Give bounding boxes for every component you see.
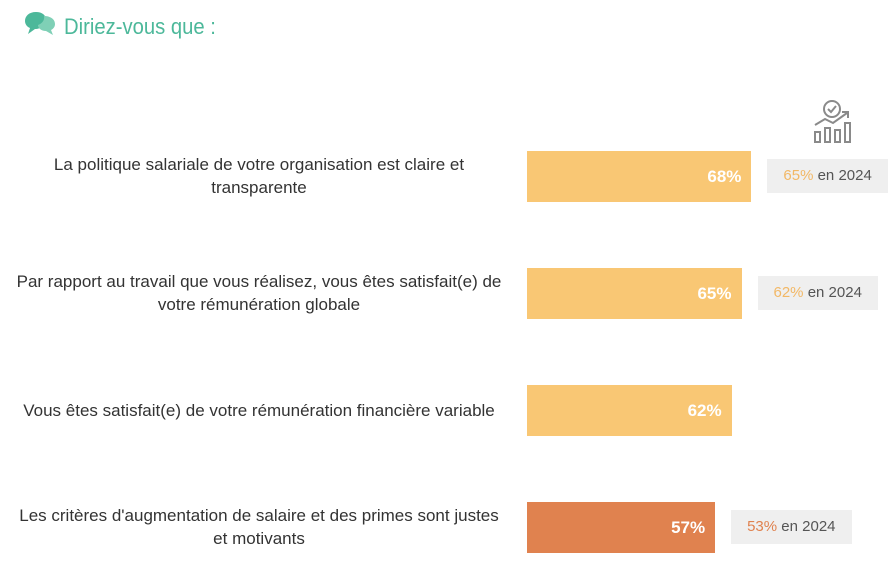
comparison-value: 53% [747, 518, 778, 535]
category-label: Par rapport au travail que vous réalisez… [16, 272, 502, 314]
category-label: Vous êtes satisfait(e) de votre rémunéra… [23, 400, 495, 420]
bar-value-label: 68% [707, 166, 742, 186]
comparison-2024-badge: 65% en 2024 [767, 159, 888, 193]
comparison-suffix: en 2024 [813, 167, 872, 184]
bar: 65% [527, 267, 742, 319]
bar-value-label: 57% [671, 517, 706, 537]
bar: 57% [527, 501, 716, 553]
header: Diriez-vous que : [24, 10, 229, 43]
bar: 62% [527, 384, 732, 436]
comparison-2024-badge: 53% en 2024 [731, 510, 852, 544]
question-title: Diriez-vous que : [64, 13, 216, 39]
bar-value-label: 62% [687, 400, 722, 420]
bar: 68% [527, 150, 752, 202]
comparison-value: 62% [773, 284, 804, 301]
growth-chart-icon [812, 98, 856, 149]
speech-bubbles-icon [24, 10, 56, 43]
comparison-suffix: en 2024 [777, 518, 836, 535]
comparison-suffix: en 2024 [803, 284, 862, 301]
category-label: Les critères d'augmentation de salaire e… [19, 506, 499, 548]
comparison-value: 65% [783, 167, 814, 184]
comparison-2024-badge: 62% en 2024 [757, 276, 878, 310]
bar-value-label: 65% [697, 283, 732, 303]
category-label: La politique salariale de votre organisa… [53, 155, 465, 197]
